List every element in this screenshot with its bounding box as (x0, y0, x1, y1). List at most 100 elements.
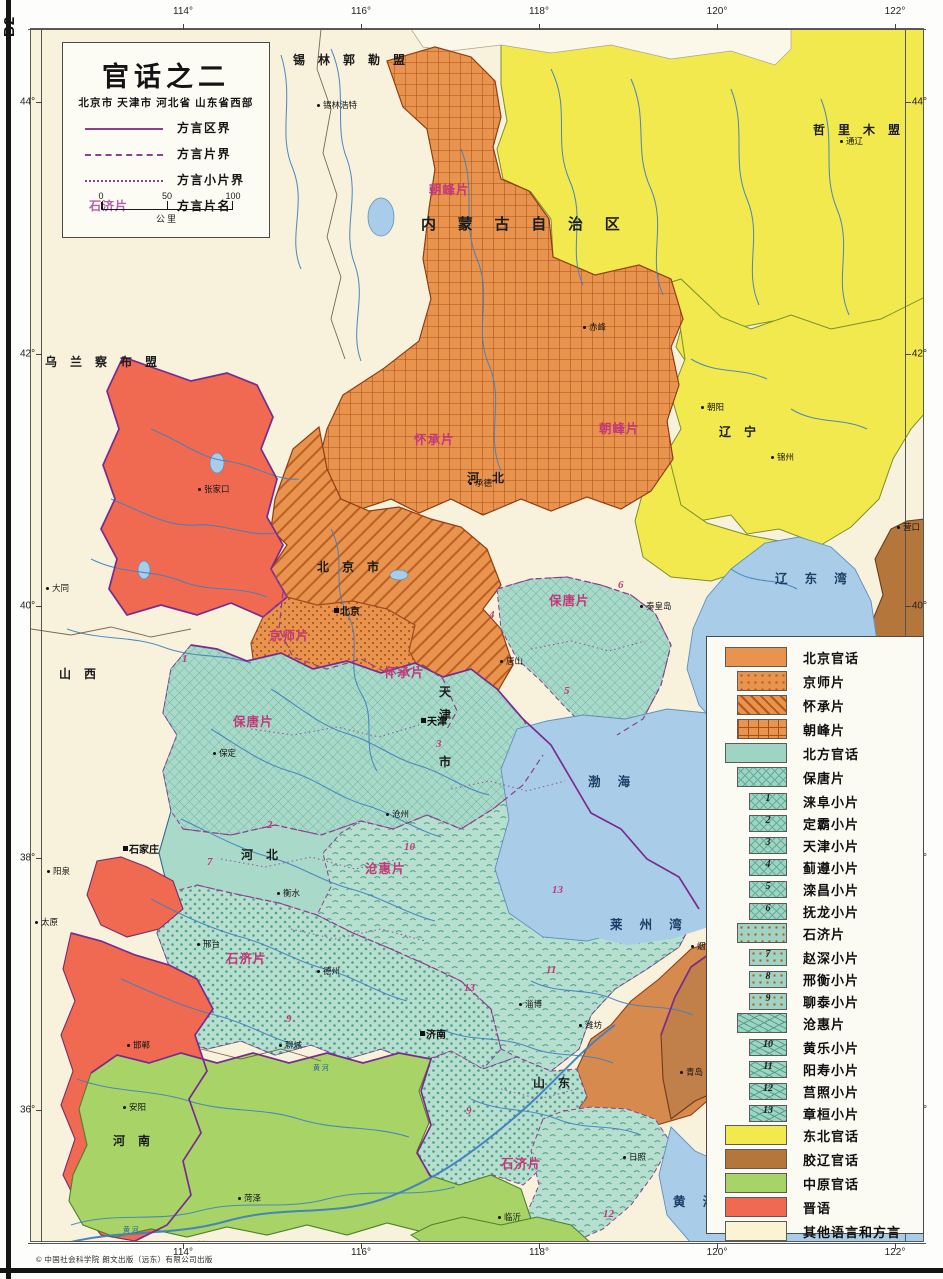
longitude-label-bottom: 116° (351, 1247, 371, 1258)
scale-tick-label: 0 (98, 191, 104, 201)
longitude-label-bottom: 114° (173, 1247, 193, 1258)
longitude-label-top: 120° (706, 6, 728, 17)
graticule-tick (36, 858, 42, 859)
legend-swatch (749, 815, 787, 832)
legend-swatch (725, 1125, 787, 1145)
legend-item[interactable]: 5 滦昌小片 (707, 879, 923, 903)
latitude-label-left: 38° (20, 852, 36, 864)
city-marker (498, 1216, 501, 1219)
legend-item[interactable]: 9 聊泰小片 (707, 991, 923, 1015)
legend-swatch (749, 793, 787, 810)
city-marker (198, 488, 201, 491)
latitude-label-right: 40° (911, 600, 927, 612)
legend-item[interactable]: 其他语言和方言 (707, 1221, 923, 1245)
legend-label: 北方官话 (803, 747, 860, 762)
graticule-tick (361, 1243, 362, 1249)
legend-item[interactable]: 胶辽官话 (707, 1149, 923, 1173)
title-legend-row: 方言片界 (85, 147, 263, 162)
legend-item[interactable]: 10 黄乐小片 (707, 1037, 923, 1061)
legend-label: 沧惠片 (803, 1017, 846, 1032)
legend-swatch (725, 1221, 787, 1241)
legend-label: 朝峰片 (803, 723, 846, 738)
legend-item[interactable]: 保唐片 (707, 767, 923, 791)
legend-label: 北京官话 (803, 651, 860, 666)
graticule-tick (895, 24, 896, 30)
title-legend-row: 方言小片界 (85, 173, 263, 188)
legend-item[interactable]: 朝峰片 (707, 719, 923, 743)
copyright-credit: © 中国社会科学院 朗文出版（远东）有限公司出版 (36, 1255, 213, 1264)
city-marker (238, 1197, 241, 1200)
legend-item[interactable]: 沧惠片 (707, 1013, 923, 1037)
legend-item[interactable]: 3 天津小片 (707, 835, 923, 859)
city-marker (583, 326, 586, 329)
legend-item[interactable]: 晋语 (707, 1197, 923, 1221)
city-marker (35, 921, 38, 924)
legend-swatch (725, 743, 787, 763)
city-marker (123, 1106, 126, 1109)
legend-label: 石济片 (803, 927, 846, 942)
legend-swatch (749, 1105, 787, 1122)
legend-label: 涞阜小片 (803, 795, 860, 810)
graticule-bottom: 114° 116° 118° 120° 122° (28, 1243, 926, 1263)
legend-item[interactable]: 东北官话 (707, 1125, 923, 1149)
city-marker (46, 587, 49, 590)
legend-item[interactable]: 7 赵深小片 (707, 947, 923, 971)
legend-item[interactable]: 8 邢衡小片 (707, 969, 923, 993)
graticule-tick (183, 1243, 184, 1249)
legend-label: 滦昌小片 (803, 883, 860, 898)
legend-swatch (737, 767, 787, 787)
title-card: 官话之二 北京市 天津市 河北省 山东省西部 方言区界 方言片界 方言小片界 石济片方… (62, 42, 270, 238)
longitude-label-top: 114° (173, 6, 193, 17)
scale-bar: 0 50 100 公里 (98, 191, 240, 225)
legend-subarea-number: 4 (765, 859, 771, 870)
graticule-left: 44° 42° 40° 38° 36° (18, 30, 42, 1242)
map-subtitle: 北京市 天津市 河北省 山东省西部 (78, 98, 254, 109)
legend-swatch (737, 671, 787, 691)
city-marker (469, 482, 472, 485)
legend-item[interactable]: 13 章桓小片 (707, 1103, 923, 1127)
legend-subarea-number: 12 (763, 1083, 773, 1094)
legend-item[interactable]: 石济片 (707, 923, 923, 947)
legend-item[interactable]: 北京官话 (707, 647, 923, 671)
legend-swatch (749, 859, 787, 876)
legend-swatch (749, 1061, 787, 1078)
legend-subarea-number: 11 (763, 1061, 773, 1072)
city-marker (680, 1071, 683, 1074)
legend-swatch (737, 923, 787, 943)
legend-item[interactable]: 2 定霸小片 (707, 813, 923, 837)
graticule-tick (361, 24, 362, 30)
latitude-label-left: 44° (20, 96, 36, 108)
legend-swatch (749, 903, 787, 920)
legend-swatch (749, 1039, 787, 1056)
legend-subarea-number: 9 (765, 993, 771, 1004)
legend-item[interactable]: 怀承片 (707, 695, 923, 719)
graticule-tick (717, 24, 718, 30)
legend-item[interactable]: 11 阳寿小片 (707, 1059, 923, 1083)
legend-subarea-number: 6 (765, 903, 771, 914)
legend-item[interactable]: 1 涞阜小片 (707, 791, 923, 815)
city-marker (771, 456, 774, 459)
legend-label: 怀承片 (803, 699, 846, 714)
legend-swatch (737, 1013, 787, 1033)
city-marker (420, 1031, 425, 1036)
legend-item[interactable]: 12 莒照小片 (707, 1081, 923, 1105)
solid-line-icon (85, 128, 163, 130)
longitude-label-top: 122° (884, 6, 906, 17)
legend-label: 其他语言和方言 (803, 1225, 902, 1240)
city-marker (579, 1024, 582, 1027)
legend-item[interactable]: 北方官话 (707, 743, 923, 767)
legend-item[interactable]: 中原官话 (707, 1173, 923, 1197)
map-title: 官话之二 (102, 62, 230, 92)
legend-item[interactable]: 京师片 (707, 671, 923, 695)
legend-item[interactable]: 4 蓟遵小片 (707, 857, 923, 881)
city-marker (317, 104, 320, 107)
graticule-tick (905, 606, 911, 607)
legend-label: 天津小片 (803, 839, 860, 854)
legend-item[interactable]: 6 抚龙小片 (707, 901, 923, 925)
title-legend-label: 方言区界 (177, 121, 232, 135)
city-marker (897, 526, 900, 529)
black-edge-bottom (0, 1268, 943, 1273)
legend-subarea-number: 5 (765, 881, 771, 892)
legend-subarea-number: 8 (765, 971, 771, 982)
legend-panel[interactable]: 北京官话京师片怀承片朝峰片北方官话保唐片 1 涞阜小片 2 定霸小片 3 天津小片 4 蓟遵小片… (706, 636, 924, 1241)
